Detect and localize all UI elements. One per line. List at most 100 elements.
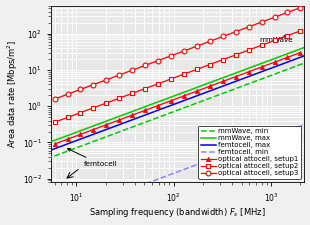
optical attocell, setup2 (169, 78, 173, 80)
optical attocell, setup2 (299, 29, 302, 32)
femtocell, min (206, 159, 210, 162)
femtocell, max (45, 150, 49, 153)
femtocell, max (202, 92, 205, 95)
optical attocell, setup1 (247, 70, 250, 73)
mmWave, min (45, 158, 49, 160)
mmWave, min (283, 69, 287, 72)
optical attocell, setup3 (247, 25, 250, 28)
optical attocell, setup2 (104, 102, 108, 104)
Line: mmWave, max: mmWave, max (47, 45, 310, 143)
mmWave, max (267, 59, 270, 62)
optical attocell, setup1 (104, 123, 108, 126)
femtocell, min (267, 137, 270, 139)
mmWave, min (46, 157, 50, 160)
mmWave, max (202, 84, 205, 86)
optical attocell, setup2 (79, 111, 82, 114)
optical attocell, setup2 (66, 116, 69, 119)
femtocell, max (206, 90, 210, 93)
optical attocell, setup1 (143, 109, 147, 112)
optical attocell, setup2 (195, 68, 199, 71)
femtocell, min (202, 161, 205, 164)
optical attocell, setup3 (79, 88, 82, 91)
Line: femtocell, max: femtocell, max (47, 54, 310, 152)
optical attocell, setup1 (260, 66, 264, 68)
optical attocell, setup2 (221, 58, 225, 61)
optical attocell, setup2 (53, 121, 56, 124)
optical attocell, setup3 (299, 6, 302, 9)
femtocell, min (283, 130, 287, 133)
optical attocell, setup2 (286, 34, 289, 37)
mmWave, min (308, 60, 310, 62)
optical attocell, setup1 (286, 56, 289, 59)
Line: optical attocell, setup2: optical attocell, setup2 (52, 29, 303, 124)
optical attocell, setup1 (234, 75, 237, 78)
optical attocell, setup2 (143, 87, 147, 90)
optical attocell, setup1 (79, 133, 82, 136)
optical attocell, setup1 (221, 80, 225, 83)
optical attocell, setup1 (53, 143, 56, 145)
femtocell, max (46, 150, 50, 153)
mmWave, max (201, 84, 204, 87)
optical attocell, setup1 (273, 61, 277, 63)
optical attocell, setup1 (182, 94, 186, 97)
optical attocell, setup1 (66, 138, 69, 141)
optical attocell, setup2 (247, 49, 250, 52)
Line: mmWave, min: mmWave, min (47, 61, 310, 159)
femtocell, max (308, 52, 310, 55)
optical attocell, setup2 (273, 39, 277, 42)
optical attocell, setup1 (208, 85, 212, 88)
femtocell, max (201, 92, 204, 95)
optical attocell, setup2 (91, 106, 95, 109)
optical attocell, setup3 (221, 35, 225, 38)
mmWave, min (206, 98, 210, 100)
optical attocell, setup3 (286, 11, 289, 14)
optical attocell, setup1 (195, 90, 199, 92)
femtocell, min (46, 219, 50, 221)
optical attocell, setup3 (131, 69, 134, 72)
optical attocell, setup2 (208, 63, 212, 66)
mmWave, max (283, 53, 287, 56)
optical attocell, setup3 (117, 74, 121, 76)
optical attocell, setup1 (131, 114, 134, 117)
optical attocell, setup3 (91, 83, 95, 86)
Line: optical attocell, setup1: optical attocell, setup1 (52, 50, 303, 146)
optical attocell, setup3 (182, 50, 186, 52)
optical attocell, setup1 (156, 104, 160, 107)
femtocell, min (201, 161, 204, 164)
optical attocell, setup2 (234, 54, 237, 56)
optical attocell, setup3 (53, 98, 56, 100)
mmWave, min (202, 99, 205, 102)
femtocell, max (283, 62, 287, 64)
optical attocell, setup3 (260, 21, 264, 23)
mmWave, max (206, 82, 210, 85)
optical attocell, setup3 (156, 59, 160, 62)
mmWave, max (46, 142, 50, 144)
femtocell, max (267, 68, 270, 70)
optical attocell, setup3 (66, 93, 69, 96)
optical attocell, setup1 (117, 119, 121, 121)
optical attocell, setup2 (117, 97, 121, 99)
optical attocell, setup3 (273, 16, 277, 19)
Legend: mmWave, min, mmWave, max, femtocell, max, femtocell, min, optical attocell, setu: mmWave, min, mmWave, max, femtocell, max… (198, 126, 301, 179)
optical attocell, setup2 (131, 92, 134, 95)
mmWave, min (267, 75, 270, 78)
femtocell, min (308, 121, 310, 124)
femtocell, min (45, 219, 49, 222)
optical attocell, setup1 (91, 128, 95, 131)
optical attocell, setup2 (182, 73, 186, 75)
optical attocell, setup3 (195, 45, 199, 47)
Line: femtocell, min: femtocell, min (47, 123, 310, 220)
optical attocell, setup2 (260, 44, 264, 47)
optical attocell, setup3 (169, 54, 173, 57)
optical attocell, setup3 (143, 64, 147, 67)
mmWave, max (308, 44, 310, 47)
optical attocell, setup1 (299, 51, 302, 54)
Line: optical attocell, setup3: optical attocell, setup3 (52, 5, 303, 101)
Text: mmWave: mmWave (259, 35, 293, 43)
mmWave, max (45, 142, 49, 145)
X-axis label: Sampling frequency (bandwidth) $F_s$ [MHz]: Sampling frequency (bandwidth) $F_s$ [MH… (89, 207, 266, 219)
optical attocell, setup1 (169, 99, 173, 102)
optical attocell, setup3 (104, 79, 108, 81)
optical attocell, setup3 (208, 40, 212, 43)
optical attocell, setup3 (234, 30, 237, 33)
